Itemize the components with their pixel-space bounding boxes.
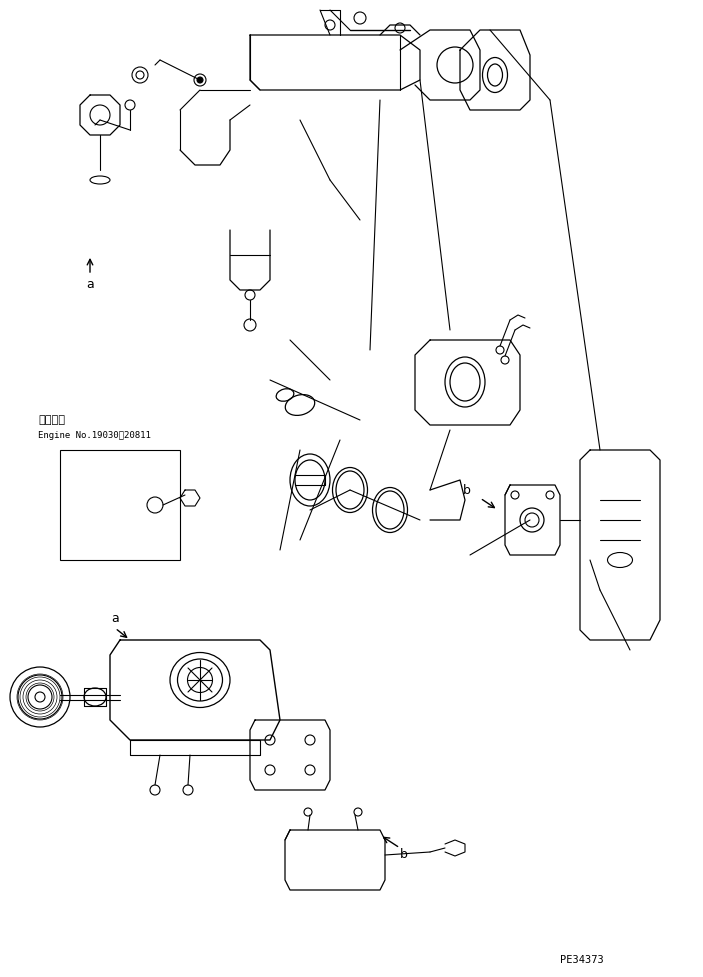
Text: Engine No.19030～20811: Engine No.19030～20811: [38, 431, 151, 440]
Bar: [60, 450, 180, 560]
Text: a: a: [111, 612, 119, 624]
Text: b: b: [400, 848, 408, 862]
Text: a: a: [86, 278, 94, 291]
Text: PE34373: PE34373: [560, 955, 604, 965]
Text: b: b: [463, 484, 471, 496]
Circle shape: [197, 77, 203, 83]
Text: 適用号機: 適用号機: [38, 415, 65, 425]
